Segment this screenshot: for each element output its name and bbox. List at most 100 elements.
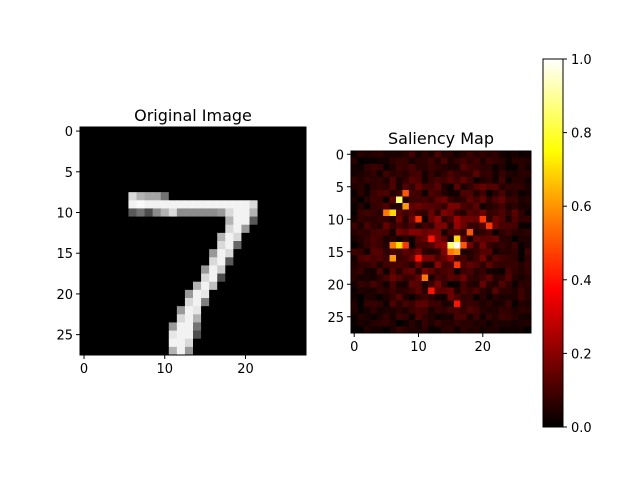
heatmap-cell bbox=[498, 248, 506, 256]
heatmap-cell bbox=[249, 265, 258, 274]
heatmap-cell bbox=[176, 232, 186, 242]
heatmap-cell bbox=[518, 281, 525, 288]
heatmap-cell bbox=[241, 216, 250, 226]
heatmap-cell bbox=[486, 196, 493, 204]
heatmap-cell bbox=[128, 306, 137, 315]
y-tick-label: 10 bbox=[56, 207, 73, 222]
heatmap-cell bbox=[376, 216, 384, 223]
heatmap-cell bbox=[505, 307, 513, 314]
heatmap-cell bbox=[389, 209, 397, 217]
heatmap-cell bbox=[486, 216, 493, 223]
heatmap-cell bbox=[383, 274, 390, 282]
heatmap-cell bbox=[486, 203, 493, 210]
heatmap-cell bbox=[88, 216, 97, 226]
heatmap-cell bbox=[363, 326, 371, 334]
heatmap-cell bbox=[152, 224, 162, 234]
heatmap-cell bbox=[289, 184, 299, 193]
heatmap-cell bbox=[233, 241, 242, 250]
heatmap-cell bbox=[434, 307, 442, 314]
heatmap-cell bbox=[408, 320, 416, 327]
heatmap-cell bbox=[428, 183, 435, 191]
heatmap-cell bbox=[421, 164, 429, 171]
heatmap-cell bbox=[281, 241, 291, 250]
heatmap-cell bbox=[447, 287, 455, 295]
heatmap-cell bbox=[421, 209, 429, 217]
heatmap-cell bbox=[289, 338, 299, 348]
heatmap-cell bbox=[370, 183, 378, 191]
heatmap-cell bbox=[389, 326, 397, 334]
heatmap-cell bbox=[176, 306, 186, 315]
heatmap-cell bbox=[217, 143, 226, 152]
heatmap-cell bbox=[428, 274, 435, 282]
heatmap-cell bbox=[184, 175, 194, 185]
heatmap-cell bbox=[421, 268, 429, 275]
heatmap-cell bbox=[415, 151, 423, 158]
heatmap-cell bbox=[80, 257, 89, 266]
heatmap-cell bbox=[217, 306, 226, 315]
heatmap-cell bbox=[297, 175, 307, 185]
heatmap-cell bbox=[152, 143, 162, 152]
heatmap-cell bbox=[363, 196, 371, 204]
heatmap-cell bbox=[249, 289, 258, 299]
heatmap-cell bbox=[88, 232, 97, 242]
heatmap-cell bbox=[447, 274, 455, 282]
heatmap-cell bbox=[88, 330, 97, 340]
heatmap-cell bbox=[447, 326, 455, 334]
heatmap-cell bbox=[466, 164, 474, 171]
heatmap-cell bbox=[370, 248, 378, 256]
heatmap-cell bbox=[460, 222, 468, 230]
heatmap-cell bbox=[428, 222, 435, 230]
heatmap-cell bbox=[168, 216, 178, 226]
heatmap-cell bbox=[434, 235, 442, 243]
heatmap-cell bbox=[265, 257, 275, 266]
heatmap-cell bbox=[168, 200, 178, 209]
heatmap-cell bbox=[434, 151, 442, 158]
heatmap-cell bbox=[289, 216, 299, 226]
heatmap-cell bbox=[193, 159, 202, 169]
heatmap-cell bbox=[396, 216, 403, 223]
heatmap-cell bbox=[402, 170, 410, 178]
heatmap-cell bbox=[136, 159, 145, 169]
heatmap-cell bbox=[184, 143, 194, 152]
heatmap-cell bbox=[428, 261, 435, 269]
heatmap-cell bbox=[257, 346, 267, 356]
heatmap-cell bbox=[486, 300, 493, 308]
heatmap-cell bbox=[460, 216, 468, 223]
heatmap-cell bbox=[160, 265, 170, 274]
heatmap-cell bbox=[428, 248, 435, 256]
heatmap-cell bbox=[498, 320, 506, 327]
heatmap-cell bbox=[415, 320, 423, 327]
heatmap-cell bbox=[104, 175, 113, 185]
heatmap-cell bbox=[370, 170, 378, 178]
heatmap-cell bbox=[168, 338, 178, 348]
heatmap-cell bbox=[396, 287, 403, 295]
heatmap-cell bbox=[241, 208, 250, 217]
heatmap-cell bbox=[357, 170, 365, 178]
heatmap-cell bbox=[434, 268, 442, 275]
heatmap-cell bbox=[505, 261, 513, 269]
heatmap-cell bbox=[209, 322, 218, 331]
heatmap-cell bbox=[80, 127, 89, 136]
heatmap-cell bbox=[518, 326, 525, 334]
heatmap-cell bbox=[257, 257, 267, 266]
heatmap-cell bbox=[128, 249, 137, 258]
heatmap-cell bbox=[112, 192, 121, 201]
saliency-map-title: Saliency Map bbox=[388, 129, 494, 148]
heatmap-cell bbox=[460, 235, 468, 243]
heatmap-cell bbox=[421, 300, 429, 308]
heatmap-cell bbox=[415, 157, 423, 165]
heatmap-cell bbox=[265, 273, 275, 283]
heatmap-cell bbox=[136, 330, 145, 340]
heatmap-cell bbox=[289, 192, 299, 201]
heatmap-cell bbox=[357, 235, 365, 243]
heatmap-cell bbox=[96, 167, 105, 177]
heatmap-cell bbox=[289, 143, 299, 152]
heatmap-cell bbox=[498, 170, 506, 178]
heatmap-cell bbox=[434, 196, 442, 204]
x-tick-label: 20 bbox=[475, 340, 492, 355]
heatmap-cell bbox=[128, 167, 137, 177]
heatmap-cell bbox=[136, 257, 145, 266]
heatmap-cell bbox=[80, 314, 89, 323]
heatmap-cell bbox=[421, 294, 429, 301]
heatmap-cell bbox=[257, 265, 267, 274]
